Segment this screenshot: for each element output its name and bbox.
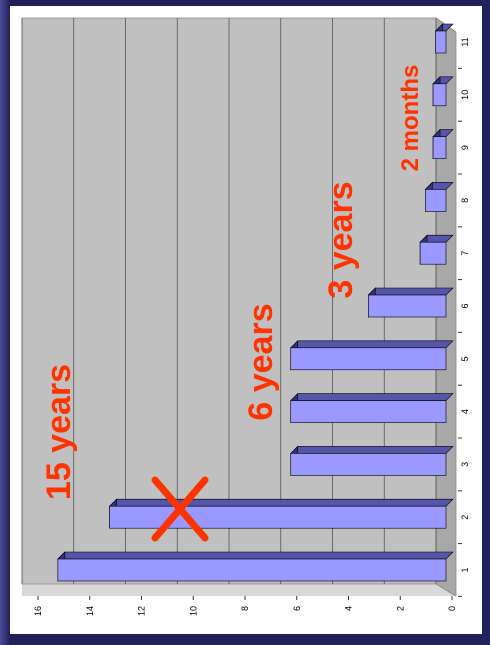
x-tick-label: 2 xyxy=(460,515,470,520)
annotation: 6 years xyxy=(242,303,280,420)
x-tick-label: 1 xyxy=(460,567,470,572)
bar-side xyxy=(367,287,454,296)
x-tick-label: 6 xyxy=(460,303,470,308)
bar-side xyxy=(290,340,454,349)
x-tick-label: 10 xyxy=(460,90,470,100)
y-tick-label: 14 xyxy=(85,606,95,616)
x-tick-label: 3 xyxy=(460,462,470,467)
y-tick-label: 4 xyxy=(344,606,354,611)
bar xyxy=(419,241,447,265)
bar xyxy=(435,30,447,54)
bar xyxy=(368,294,447,318)
bar xyxy=(57,558,447,582)
bar xyxy=(432,83,447,107)
x-tick-label: 7 xyxy=(460,251,470,256)
x-tick-label: 9 xyxy=(460,145,470,150)
edge xyxy=(0,0,10,645)
x-tick-label: 8 xyxy=(460,198,470,203)
bar-side xyxy=(290,446,454,454)
bar xyxy=(290,453,447,476)
cross xyxy=(151,476,209,542)
annotation: 3 years xyxy=(322,181,360,298)
y-tick-label: 10 xyxy=(188,606,198,616)
x-tick-label: 5 xyxy=(460,356,470,361)
bar-side xyxy=(57,551,454,560)
bar xyxy=(109,505,447,529)
y-tick-label: 12 xyxy=(137,606,147,616)
bar xyxy=(290,347,447,371)
y-tick-label: 0 xyxy=(447,606,457,611)
x-tick-label: 11 xyxy=(460,37,470,46)
bar-side xyxy=(290,393,454,401)
bar xyxy=(424,189,447,212)
x-tick-label: 4 xyxy=(460,409,470,414)
bar-side xyxy=(108,498,454,507)
y-tick-label: 16 xyxy=(33,606,43,616)
annotation: 15 years xyxy=(40,364,78,500)
annotation: 2 months xyxy=(397,65,424,172)
y-tick-label: 8 xyxy=(240,606,250,611)
y-tick-label: 2 xyxy=(395,606,405,611)
bar xyxy=(432,136,447,159)
y-tick-label: 6 xyxy=(292,606,302,611)
bar xyxy=(290,400,447,423)
